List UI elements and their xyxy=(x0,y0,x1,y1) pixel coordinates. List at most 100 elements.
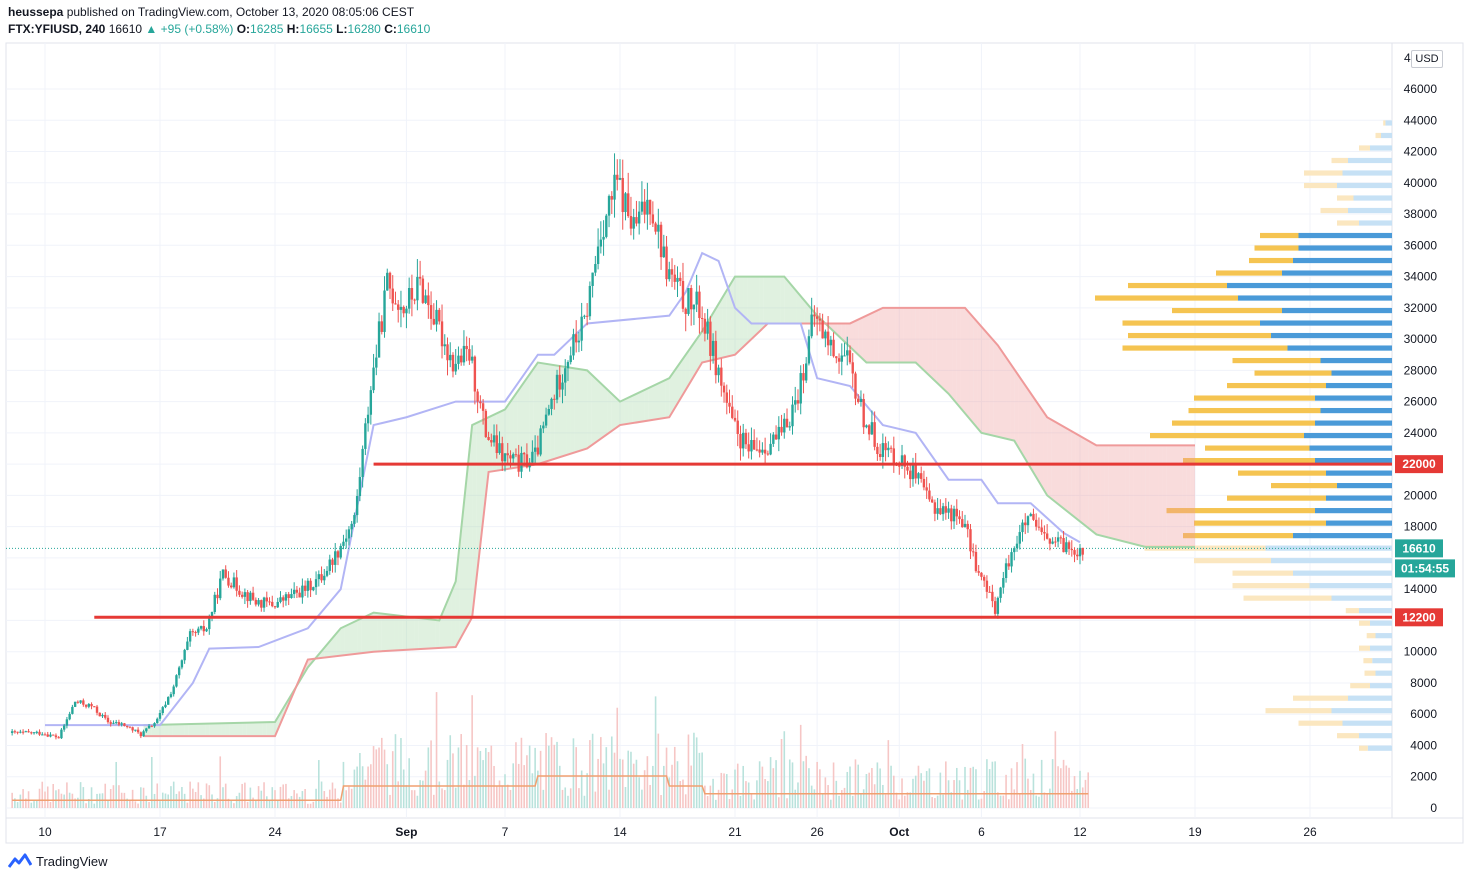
candle-body xyxy=(353,515,356,524)
cloud-segment xyxy=(1170,445,1175,547)
candle-body xyxy=(251,592,255,600)
candle-body xyxy=(79,700,82,703)
candle-body xyxy=(958,516,961,520)
candle-body xyxy=(224,569,227,578)
candle-body xyxy=(780,426,783,433)
footer-brand[interactable]: TradingView xyxy=(8,853,108,869)
cloud-segment xyxy=(578,369,584,452)
author-name[interactable]: heussepa xyxy=(8,5,64,19)
cloud-segment xyxy=(192,723,197,737)
candle-body xyxy=(449,354,452,361)
candle-body xyxy=(813,314,816,317)
volume-profile-down-bar xyxy=(1238,470,1326,476)
candle-body xyxy=(432,318,436,325)
cloud-segment xyxy=(919,307,924,371)
volume-profile-up-bar xyxy=(1337,182,1392,189)
candle-body xyxy=(857,398,860,403)
symbol-name[interactable]: FTX:YFIUSD, 240 xyxy=(8,22,106,36)
cloud-segment xyxy=(1026,387,1031,469)
cloud-segment xyxy=(1022,381,1027,462)
cloud-segment xyxy=(718,297,723,359)
candle-body xyxy=(369,390,373,415)
volume-profile-up-bar xyxy=(1331,708,1392,714)
time-tick-label: 26 xyxy=(810,825,824,839)
cloud-segment xyxy=(266,722,271,737)
candle-body xyxy=(361,448,364,477)
volume-profile-down-bar xyxy=(1232,583,1310,589)
candle-body xyxy=(854,373,857,399)
candle-body xyxy=(186,641,189,650)
volume-profile-down-bar xyxy=(1265,708,1332,714)
candle-body xyxy=(265,597,268,602)
candle-body xyxy=(492,435,496,443)
volume-profile-up-bar xyxy=(1238,295,1392,301)
candle-body xyxy=(659,224,663,258)
cloud-segment xyxy=(188,723,193,737)
volume-profile-down-bar xyxy=(1304,170,1343,176)
cloud-segment xyxy=(759,276,764,332)
cloud-segment xyxy=(685,348,690,390)
cloud-segment xyxy=(1162,445,1167,547)
cloud-segment xyxy=(336,628,341,657)
volume-profile-down-bar xyxy=(1337,733,1359,739)
volume-profile-down-bar xyxy=(1243,595,1332,601)
candle-body xyxy=(966,523,969,530)
candle-body xyxy=(512,454,515,459)
candle-body xyxy=(544,414,548,426)
volume-profile-up-bar xyxy=(1293,570,1392,576)
volume-profile-down-bar xyxy=(1232,357,1321,364)
cloud-segment xyxy=(570,367,575,454)
candle-body xyxy=(629,216,633,229)
volume-profile-up-bar xyxy=(1298,245,1392,251)
volume-profile-up-bar xyxy=(1282,270,1392,276)
candle-body xyxy=(969,529,972,552)
candle-body xyxy=(909,470,912,480)
candle-body xyxy=(164,704,167,708)
cloud-segment xyxy=(1137,445,1142,546)
candle-body xyxy=(19,731,22,733)
volume-profile-up-bar xyxy=(1348,695,1392,701)
candle-body xyxy=(1010,552,1013,567)
volume-profile-up-bar xyxy=(1342,170,1392,176)
cloud-segment xyxy=(1182,445,1187,547)
cloud-segment xyxy=(168,724,173,737)
candle-body xyxy=(49,734,52,737)
candle-body xyxy=(399,306,403,310)
cloud-segment xyxy=(866,313,871,363)
volume-profile-up-bar xyxy=(1271,332,1392,339)
currency-badge[interactable]: USD xyxy=(1411,50,1443,68)
candle-body xyxy=(490,440,493,443)
cloud-segment xyxy=(385,614,390,651)
candle-body xyxy=(941,506,945,515)
cloud-segment xyxy=(365,614,370,653)
price-tick-label: 6000 xyxy=(1410,707,1437,721)
cloud-segment xyxy=(603,385,608,437)
volume-profile-up-bar xyxy=(1359,608,1392,614)
candle-body xyxy=(27,731,30,733)
cloud-segment xyxy=(1043,411,1048,496)
cloud-segment xyxy=(1010,363,1015,441)
volume-profile-up-bar xyxy=(1315,395,1392,401)
level-label-high-bg xyxy=(1395,455,1443,474)
candle-body xyxy=(35,731,38,733)
volume-profile-up-bar xyxy=(1331,370,1392,376)
candle-body xyxy=(944,506,948,513)
cloud-segment xyxy=(751,276,756,340)
cloud-segment xyxy=(936,307,941,386)
cloud-segment xyxy=(1121,445,1126,542)
candle-body xyxy=(627,193,630,217)
cloud-segment xyxy=(771,276,777,324)
candle-body xyxy=(742,432,745,449)
candle-body xyxy=(646,199,649,215)
candle-body xyxy=(906,466,909,471)
price-tick-label: 32000 xyxy=(1404,301,1438,315)
candle-body xyxy=(810,314,813,337)
cloud-segment xyxy=(755,276,760,336)
cloud-segment xyxy=(640,389,645,422)
cloud-segment xyxy=(952,307,957,404)
cloud-segment xyxy=(656,382,662,420)
candle-body xyxy=(375,357,378,368)
candle-body xyxy=(1002,578,1005,588)
cloud-segment xyxy=(496,411,501,471)
